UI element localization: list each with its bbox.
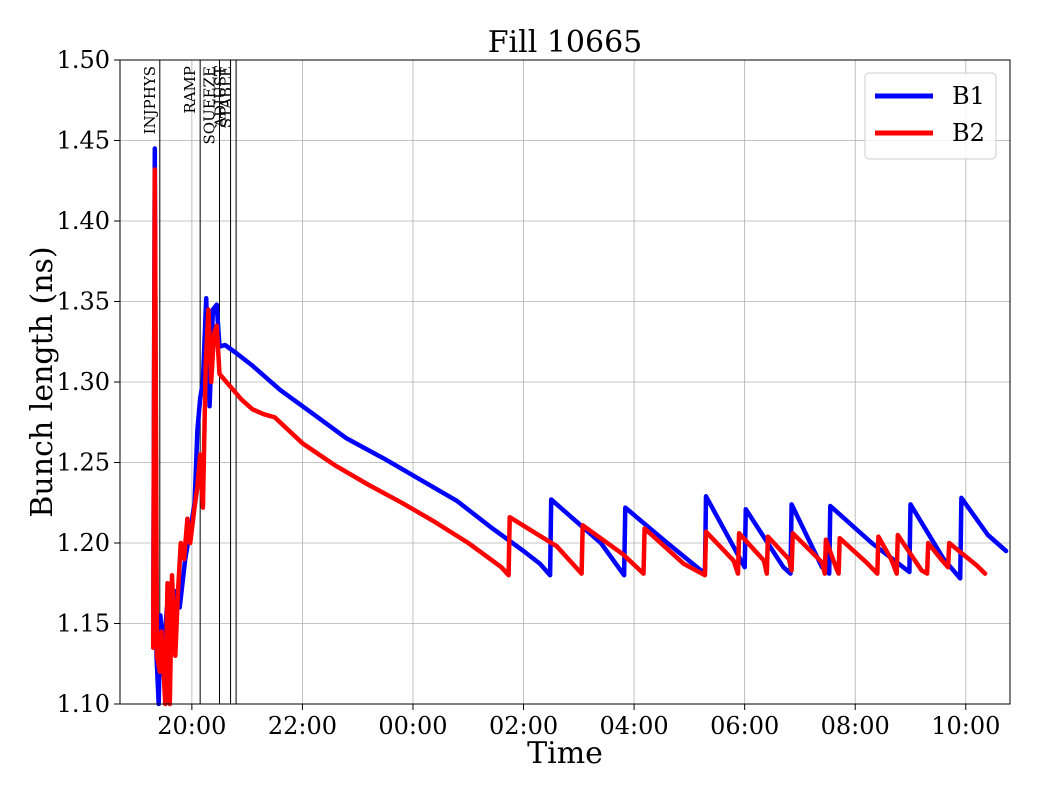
y-axis-ticks: 1.10 1.15 1.20 1.25 1.30 1.35 1.40 1.45 1.50: [57, 46, 120, 718]
series-line-b2: [150, 167, 988, 707]
x-tick-label: 02:00: [489, 712, 558, 740]
x-tick-label: 22:00: [268, 712, 337, 740]
x-tick-label: 08:00: [821, 712, 890, 740]
x-tick-label: 06:00: [710, 712, 779, 740]
y-tick-label: 1.35: [57, 288, 110, 316]
phase-label: INJPHYS: [141, 66, 159, 134]
x-tick-label: 20:00: [157, 712, 226, 740]
legend-label-b1: B1: [952, 82, 985, 110]
phase-label: ADJUST: [212, 66, 230, 129]
y-tick-label: 1.30: [57, 368, 110, 396]
x-axis-label: Time: [527, 736, 603, 771]
x-axis-ticks: 20:00 22:00 00:00 02:00 04:00 06:00 08:00 10:00: [157, 704, 1000, 740]
x-tick-label: 10:00: [931, 712, 1000, 740]
phase-label: STABLE: [217, 66, 235, 128]
x-tick-label: 04:00: [600, 712, 669, 740]
grid-lines: [120, 59, 1010, 705]
y-tick-label: 1.25: [57, 449, 110, 477]
y-axis-label: Bunch length (ns): [25, 246, 60, 517]
chart-title: Fill 10665: [488, 25, 643, 60]
phase-label: RAMP: [181, 66, 199, 114]
y-tick-label: 1.10: [57, 690, 110, 718]
y-tick-label: 1.45: [57, 127, 110, 155]
phase-label: SQUEEZE: [201, 66, 219, 145]
legend-label-b2: B2: [952, 119, 985, 147]
y-tick-label: 1.50: [57, 46, 110, 74]
y-tick-label: 1.15: [57, 610, 110, 638]
y-tick-label: 1.40: [57, 207, 110, 235]
legend: B1 B2: [864, 72, 997, 160]
x-tick-label: 00:00: [378, 712, 447, 740]
data-series: [150, 146, 1009, 707]
y-tick-label: 1.20: [57, 529, 110, 557]
